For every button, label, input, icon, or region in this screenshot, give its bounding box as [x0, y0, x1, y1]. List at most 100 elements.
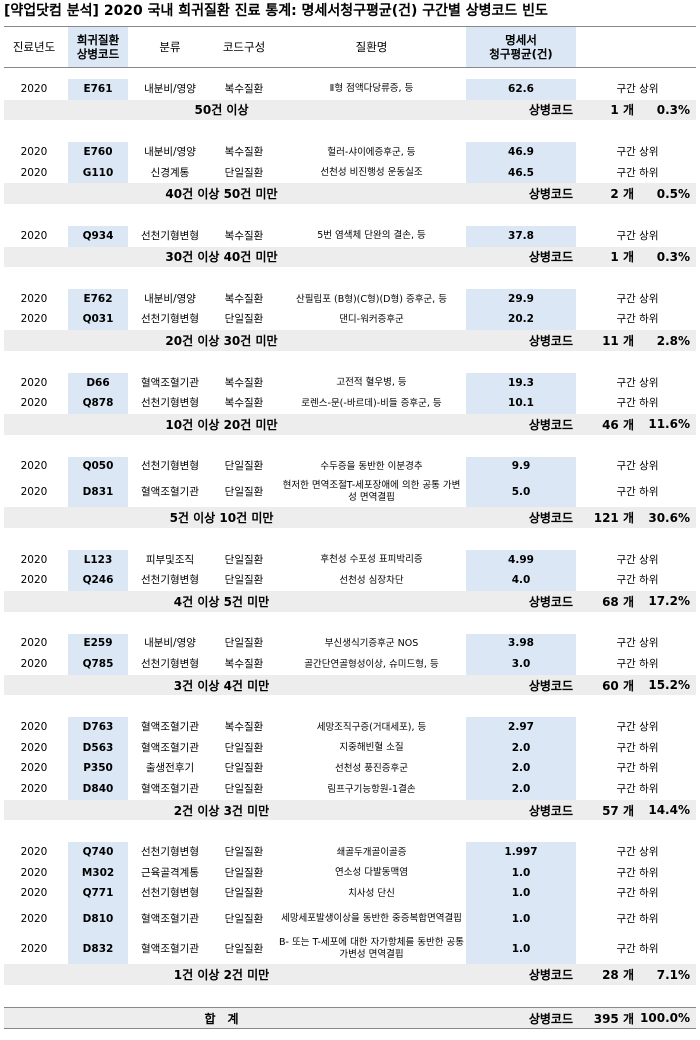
cell-pos: 구간 상위 [616, 82, 659, 95]
cell-composition: 복수질환 [224, 721, 264, 734]
summary-pct: 14.4% [648, 803, 690, 818]
cell-composition: 복수질환 [224, 397, 264, 410]
cell-pos: 구간 상위 [616, 721, 659, 734]
cell-pos: 구간 상위 [616, 553, 659, 566]
cell-disease: 림프구기능항원-1결손 [327, 783, 416, 795]
summary-label: 상병코드 [528, 103, 573, 118]
section-gap [4, 204, 696, 226]
table-row: 2020 Q771 선천기형변형 단일질환 치사성 단신 1.0 구간 하위 [4, 883, 696, 905]
cell-code: E761 [68, 79, 128, 100]
cell-disease: 세망조직구증(거대세포), 등 [316, 721, 427, 733]
table-row: 2020 D840 혈액조혈기관 단일질환 림프구기능항원-1결손 2.0 구간 하위 [4, 779, 696, 800]
table-row: 2020 D563 혈액조혈기관 단일질환 지중해빈혈 소질 2.0 구간 하위 [4, 738, 696, 759]
summary-range: 1건 이상 2건 미만 [173, 968, 270, 983]
table-row: 2020 E762 내분비/영양 복수질환 산필립포 (B형)(C형)(D형) 증후군,… [4, 289, 696, 310]
summary-range: 3건 이상 4건 미만 [173, 678, 270, 693]
cell-category: 근육골격계통 [141, 866, 199, 879]
summary-pct: 0.3% [656, 249, 690, 264]
cell-year: 2020 [20, 741, 48, 754]
section-summary: 10건 이상 20건 미만 상병코드 46 개 11.6% [4, 414, 696, 435]
section-gap [4, 351, 696, 373]
total-codes-label: 상병코드 [528, 1011, 573, 1026]
header-disease: 질환명 [355, 39, 388, 54]
cell-category: 내분비/영양 [144, 82, 196, 95]
cell-disease: 후천성 수포성 표피박리증 [320, 554, 423, 566]
table-row: 2020 E259 내분비/영양 단일질환 부신생식기증후군 NOS 3.98 구간 상위 [4, 633, 696, 655]
cell-year: 2020 [20, 292, 48, 305]
cell-avg: 37.8 [466, 225, 576, 247]
summary-label: 상병코드 [528, 334, 573, 349]
cell-code: D840 [68, 779, 128, 800]
summary-pct: 7.1% [656, 967, 690, 982]
summary-label: 상병코드 [528, 594, 573, 609]
section-gap [4, 528, 696, 550]
cell-avg: 5.0 [466, 477, 576, 508]
cell-code: M302 [68, 863, 128, 884]
cell-code: Q878 [68, 393, 128, 415]
cell-category: 선천기형변형 [141, 229, 199, 242]
header-avg: 명세서 청구평균(건) [466, 27, 576, 67]
summary-range: 30건 이상 40건 미만 [165, 250, 278, 265]
summary-range: 10건 이상 20건 미만 [165, 417, 278, 432]
section-gap [4, 435, 696, 457]
cell-year: 2020 [20, 887, 48, 900]
cell-disease: 수두증을 동반한 이분경추 [320, 461, 423, 473]
cell-disease: 연소성 다발동맥염 [335, 867, 408, 879]
cell-category: 선천기형변형 [141, 313, 199, 326]
cell-avg: 46.9 [466, 142, 576, 163]
section-gap [4, 820, 696, 842]
cell-avg: 1.0 [466, 883, 576, 905]
cell-pos: 구간 하위 [616, 166, 659, 179]
summary-range: 50건 이상 [194, 103, 249, 118]
cell-avg: 1.0 [466, 904, 576, 935]
header-code: 희귀질환 상병코드 [68, 27, 128, 67]
cell-year: 2020 [20, 485, 48, 498]
table-row: 2020 D66 혈액조혈기관 복수질환 고전적 혈우병, 등 19.3 구간 상위 [4, 372, 696, 394]
cell-disease: 5번 염색체 단완의 결손, 등 [317, 230, 426, 242]
cell-composition: 복수질환 [224, 658, 264, 671]
cell-year: 2020 [20, 658, 48, 671]
summary-count: 68 개 [602, 594, 634, 609]
cell-code: E760 [68, 142, 128, 163]
section-gap [4, 985, 696, 1007]
section-summary: 40건 이상 50건 미만 상병코드 2 개 0.5% [4, 183, 696, 204]
cell-code: D831 [68, 477, 128, 508]
cell-pos: 구간 하위 [616, 741, 659, 754]
section-gap [4, 612, 696, 634]
section-gap [4, 695, 696, 717]
summary-count: 46 개 [602, 417, 634, 432]
cell-pos: 구간 상위 [616, 460, 659, 473]
table-row: 2020 Q934 선천기형변형 복수질환 5번 염색체 단완의 결손, 등 37.8 구간… [4, 225, 696, 247]
summary-count: 57 개 [602, 803, 634, 818]
section-gap [4, 68, 696, 79]
cell-avg: 2.97 [466, 717, 576, 739]
cell-code: D810 [68, 904, 128, 935]
summary-count: 1 개 [610, 103, 634, 118]
cell-pos: 구간 하위 [616, 485, 659, 498]
summary-range: 5건 이상 10건 미만 [169, 511, 274, 526]
header-year: 진료년도 [12, 39, 56, 54]
summary-pct: 11.6% [648, 417, 690, 432]
table-row: 2020 D810 혈액조혈기관 단일질환 세망세포발생이상을 동반한 중증복합면역결핍… [4, 904, 696, 935]
summary-pct: 0.5% [656, 186, 690, 201]
cell-composition: 복수질환 [224, 376, 264, 389]
cell-composition: 단일질환 [224, 553, 264, 566]
stats-table: 진료년도 희귀질환 상병코드 분류 코드구성 질환명 명세서 청구평균(건) 2… [4, 26, 696, 1030]
cell-year: 2020 [20, 397, 48, 410]
cell-avg: 3.98 [466, 633, 576, 655]
cell-avg: 1.997 [466, 842, 576, 864]
cell-avg: 19.3 [466, 372, 576, 394]
summary-count: 60 개 [602, 678, 634, 693]
cell-avg: 4.99 [466, 549, 576, 571]
cell-code: Q740 [68, 842, 128, 864]
cell-pos: 구간 하위 [616, 942, 659, 955]
cell-composition: 단일질환 [224, 912, 264, 925]
table-row: 2020 D831 혈액조혈기관 단일질환 현저한 면역조절T-세포장애에 의한 공통 … [4, 477, 696, 508]
cell-category: 선천기형변형 [141, 397, 199, 410]
summary-count: 121 개 [593, 511, 634, 526]
total-row: 합 계 상병코드 395 개 100.0% [4, 1006, 696, 1029]
cell-composition: 단일질환 [224, 762, 264, 775]
section-summary: 5건 이상 10건 미만 상병코드 121 개 30.6% [4, 507, 696, 528]
section-summary: 1건 이상 2건 미만 상병코드 28 개 7.1% [4, 964, 696, 985]
cell-year: 2020 [20, 553, 48, 566]
